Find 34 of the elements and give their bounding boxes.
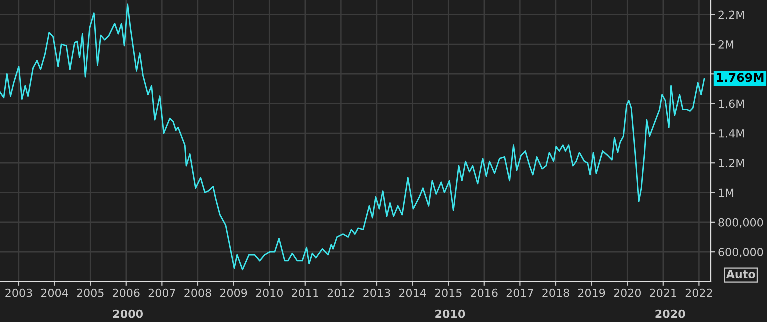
y-tick-label: 2.2M	[718, 10, 744, 20]
x-tick-label: 2016	[471, 288, 498, 298]
text: Auto	[726, 270, 756, 279]
x-tick-label: 2010	[256, 288, 283, 298]
x-tick-label: 2003	[6, 288, 32, 298]
annotation: 1.769M	[717, 73, 764, 82]
x-tick-label: 2011	[292, 288, 318, 298]
x-tick-label: 2005	[77, 288, 104, 298]
y-tick-label: 1.2M	[719, 159, 744, 168]
y-tick-label: 600,000	[718, 248, 764, 258]
x-tick-label: 2017	[506, 288, 534, 298]
x-tick-label: 2021	[650, 288, 677, 298]
x-tick-label: 2014	[399, 288, 426, 298]
text: 2000	[114, 310, 144, 318]
x-tick-label: 2009	[220, 288, 248, 298]
y-tick-label: 1.4M	[719, 130, 744, 138]
x-tick-label: 2007	[148, 288, 176, 298]
x-tick-label: 2008	[184, 288, 212, 298]
y-tick-label: 800,000	[718, 218, 764, 228]
x-tick-label: 2013	[364, 288, 390, 298]
x-tick-label: 2018	[542, 288, 570, 298]
x-tick-label: 2012	[328, 288, 354, 298]
text: 2010	[436, 310, 466, 318]
x-tick-label: 2006	[113, 288, 140, 298]
x-tick-label: 2022	[686, 288, 712, 298]
text: 2020	[656, 310, 686, 318]
x-tick-label: 2015	[435, 288, 462, 298]
x-tick-label: 2004	[41, 288, 68, 298]
line-series	[0, 4, 706, 271]
x-tick-label: 2020	[614, 288, 641, 298]
y-tick-label: 2M	[718, 40, 734, 49]
y-tick-label: 1.6M	[719, 100, 744, 108]
y-tick-label: 1M	[719, 188, 734, 197]
x-tick-label: 2019	[578, 288, 606, 298]
